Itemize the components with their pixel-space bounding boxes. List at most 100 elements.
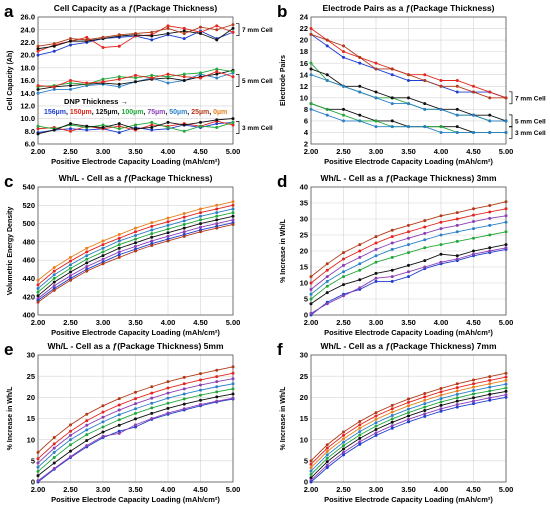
data-point [390,407,394,411]
annotation-bracket [236,121,240,134]
data-point [231,382,235,386]
data-point [390,96,394,100]
data-point [36,124,40,128]
x-tick-label: 2.50 [63,318,78,327]
data-point [423,392,427,396]
data-point [358,84,362,88]
data-point [374,67,378,71]
data-point [455,130,459,134]
data-point [325,279,329,283]
data-point [182,72,186,76]
data-point [455,217,459,221]
y-tick-label: 40 [300,183,308,192]
data-point [455,125,459,129]
dnp-legend-entry: 150µm [70,109,92,116]
plot-frame [310,16,507,145]
data-point [309,61,313,65]
data-point [69,429,72,433]
data-point [439,260,443,264]
data-point [117,239,121,243]
data-point [439,220,443,224]
data-point [342,430,345,434]
data-point [325,284,329,288]
data-point [101,257,105,261]
data-point [325,291,329,295]
data-point [69,37,72,41]
data-point [85,439,89,443]
data-point [472,382,475,386]
x-tick-label: 5.00 [226,485,241,494]
data-point [134,226,137,230]
data-point [52,42,56,46]
data-point [69,438,72,442]
data-point [166,406,170,410]
data-point [439,407,443,411]
data-point [166,380,170,384]
data-point [358,286,362,290]
data-point [166,386,170,390]
data-point [423,219,427,223]
dnp-legend-entry: 50µm [169,109,187,116]
data-point [52,280,56,284]
data-point [150,385,154,389]
data-point [472,227,475,231]
chart-title: Wh/L - Cell as a ƒ(Package Thickness) 7m… [320,341,496,351]
data-point [69,278,72,282]
data-point [69,81,72,85]
data-point [117,44,121,48]
data-point [69,127,72,131]
annotation-label: 7 mm Cell [515,95,546,102]
data-point [439,227,443,231]
x-tick-label: 4.00 [434,147,449,156]
data-point [407,223,410,227]
data-point [52,49,56,53]
data-point [374,235,378,239]
data-point [36,286,40,290]
data-point [407,96,410,100]
x-tick-label: 3.50 [128,485,143,494]
data-point [504,371,508,375]
data-point [117,124,121,128]
annotation-bracket [509,126,513,139]
data-point [423,231,427,235]
data-point [166,81,170,85]
data-point [504,378,508,382]
data-point [52,466,56,470]
data-point [488,389,492,393]
y-tick-label: 18 [300,47,308,56]
data-point [166,239,170,243]
data-point [150,221,154,225]
y-tick-label: 16.0 [20,76,35,85]
data-point [134,233,137,237]
y-tick-label: 440 [22,274,35,283]
data-point [117,85,121,89]
data-point [374,431,378,435]
chart-title: Wh/L - Cell as a ƒ(Package Thickness) 5m… [47,341,223,351]
data-point [342,453,345,457]
annotation-bracket [236,74,240,87]
data-point [117,233,121,237]
data-point [134,230,137,234]
data-point [215,395,219,399]
x-tick-label: 3.50 [128,318,143,327]
data-point [182,392,186,396]
data-point [69,266,72,270]
data-point [36,479,40,483]
y-tick-label: 10 [300,93,308,102]
data-point [215,226,219,230]
data-point [52,276,56,280]
data-point [488,398,492,402]
y-tick-label: 20 [300,247,308,256]
annotation-label: 3 mm Cell [242,125,273,132]
data-point [85,38,89,42]
data-point [215,118,219,122]
data-point [231,30,235,34]
data-point [504,393,508,397]
data-point [85,128,89,132]
data-point [117,423,121,427]
data-point [455,399,459,403]
data-point [231,371,235,375]
data-point [439,214,443,218]
data-point [134,390,137,394]
